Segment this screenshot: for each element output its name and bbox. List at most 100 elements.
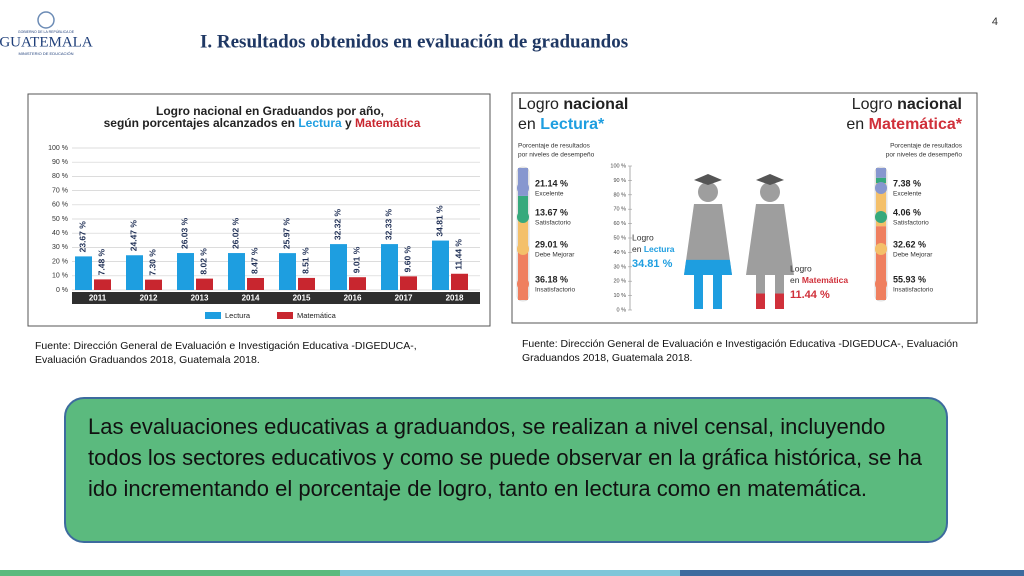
value-label: 25.97 % [282,217,292,249]
source-left: Fuente: Dirección General de Evaluación … [35,340,417,366]
figure-cap [694,174,722,185]
logro-value: 11.44 % [790,289,830,301]
bar [451,273,468,290]
value-label: 32.32 % [333,208,343,240]
y-tick-label: 70 % [52,187,68,194]
y-tick-label: 0 % [56,287,68,294]
thermometer-segment [518,195,528,214]
y-tick-label: 50 % [52,216,68,223]
x-tick-label: 2015 [293,294,311,303]
bar [177,253,194,290]
heading-part: nacional [563,96,628,113]
bar [145,279,162,290]
y-tick-label: 90 % [613,178,626,184]
title-part: Matemática [355,116,421,130]
figure-cap [756,174,784,185]
logo-emblem [37,11,55,29]
x-tick-label: 2013 [191,294,209,303]
logo-top: GOBIERNO DE LA REPÚBLICA DE [18,30,75,34]
level-dot [517,211,529,223]
thermometer-segment [518,213,528,253]
bar [75,256,92,290]
source-right: Fuente: Dirección General de Evaluación … [522,338,958,364]
bar [381,244,398,290]
bar [349,277,366,290]
bar [432,240,449,290]
level-name: Debe Mejorar [535,252,575,259]
logo-bottom: MINISTERIO DE EDUCACIÓN [18,51,73,56]
heading: en Matemática* [846,116,962,133]
level-name: Satisfactorio [535,220,571,227]
subtitle: por niveles de desempeño [886,152,963,159]
subtitle: Porcentaje de resultados [518,143,591,150]
note-box: Las evaluaciones educativas a graduandos… [64,397,948,543]
level-value: 21.14 % [535,178,568,188]
x-tick-label: 2018 [446,294,464,303]
heading-part: nacional [897,96,962,113]
bar [228,253,245,290]
level-name: Excelente [535,191,564,198]
chart-title: según porcentajes alcanzados en Lectura … [104,116,421,130]
y-tick-label: 80 % [613,192,626,198]
legend-label: Matemática [297,311,337,320]
slide-title: I. Resultados obtenidos en evaluación de… [200,31,628,52]
y-tick-label: 30 % [52,244,68,251]
value-label: 24.47 % [129,220,139,252]
bar [298,277,315,290]
x-tick-label: 2012 [140,294,158,303]
level-name: Insatisfactorio [893,287,933,294]
heading-part: en [846,116,868,133]
value-label: 7.48 % [97,248,107,275]
logo: GOBIERNO DE LA REPÚBLICA DE GUATEMALA MI… [0,11,93,56]
level-dot [875,211,887,223]
logo-name: GUATEMALA [0,34,93,50]
value-label: 34.81 % [435,205,445,237]
logro-part: Lectura [644,244,675,254]
chart-title: Logro nacional en Graduandos por año, [156,104,384,118]
bar [196,278,213,290]
level-value: 55.93 % [893,274,926,284]
value-label: 26.02 % [231,217,241,249]
level-name: Insatisfactorio [535,287,575,294]
level-value: 29.01 % [535,239,568,249]
level-name: Excelente [893,191,922,198]
value-label: 32.33 % [384,208,394,240]
level-dot [875,182,887,194]
logro-label: en Lectura [632,244,675,254]
level-value: 4.06 % [893,207,921,217]
bar [400,276,417,290]
thermometer-segment [518,252,528,300]
value-label: 9.60 % [403,245,413,272]
heading-part: Logro [518,96,563,113]
y-tick-label: 60 % [613,221,626,227]
subtitle: por niveles de desempeño [518,152,595,159]
bar [330,244,347,290]
heading-part: Lectura* [540,116,605,133]
logro-part: en [632,244,644,254]
value-label: 26.03 % [180,217,190,249]
legend-swatch [277,312,293,319]
page-number: 4 [992,16,998,28]
level-name: Debe Mejorar [893,252,933,259]
y-tick-label: 70 % [613,207,626,213]
level-dot [875,243,887,255]
stripe [340,570,680,576]
y-tick-label: 80 % [52,173,68,180]
logro-label: Logro [632,232,654,242]
y-tick-label: 20 % [52,258,68,265]
bar [126,255,143,290]
subtitle: Porcentaje de resultados [890,143,963,150]
stripe [0,570,340,576]
legend-label: Lectura [225,311,251,320]
level-dot [517,278,529,290]
level-dot [517,182,529,194]
logro-value: 34.81 % [632,258,673,270]
value-label: 23.67 % [78,221,88,253]
bar [247,277,264,290]
logro-label: Logro [790,263,812,273]
value-label: 7.30 % [148,249,158,276]
level-value: 36.18 % [535,274,568,284]
y-tick-label: 100 % [610,163,626,169]
